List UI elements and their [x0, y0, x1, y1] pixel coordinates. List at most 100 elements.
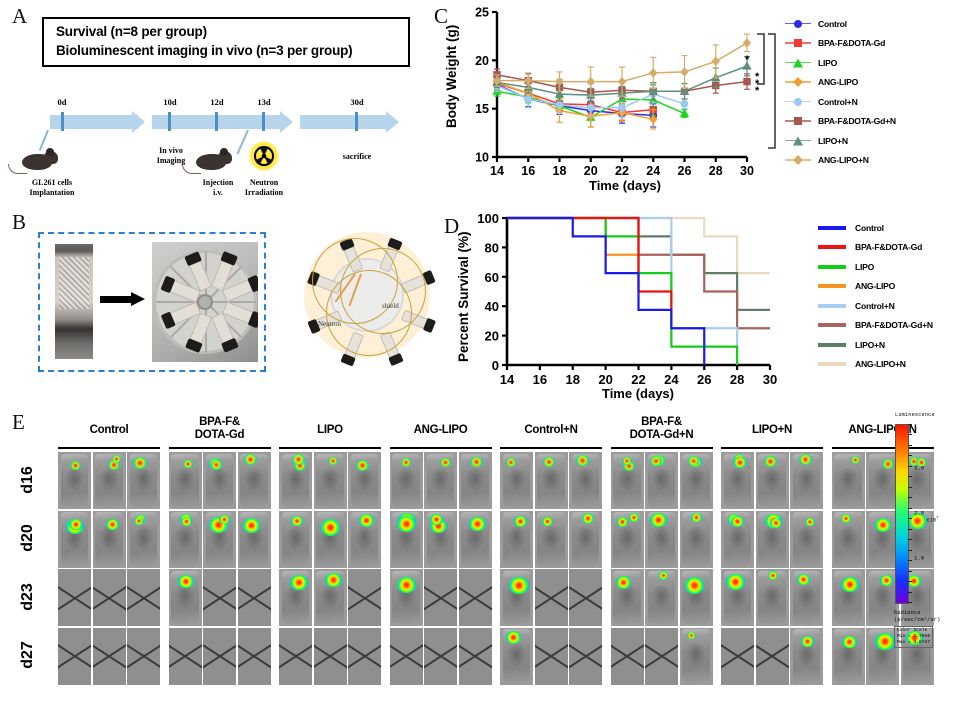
scale-minor-tick	[908, 602, 912, 603]
panel-d-legend-item[interactable]: ANG-LIPO	[818, 277, 933, 297]
panel-c-legend-label: ANG-LIPO	[818, 77, 859, 88]
absent-marker-icon	[279, 627, 312, 685]
luminescence-signal	[70, 460, 81, 470]
panel-d-xtick: 30	[763, 372, 777, 387]
panel-e-header-rule	[500, 447, 602, 449]
bioluminescence-cell	[645, 569, 678, 626]
panel-d-legend-label: ANG-LIPO+N	[855, 359, 906, 370]
timeline-day-0d: 0d	[57, 97, 67, 107]
panel-c-xtick: 28	[709, 164, 723, 178]
bioluminescence-cell	[831, 452, 865, 509]
mouse-image	[647, 570, 676, 625]
panel-c-datapoint	[648, 86, 658, 95]
panel-c-legend-item[interactable]: ANG-LIPO	[785, 73, 896, 93]
scale-title: Luminescence	[895, 412, 935, 418]
mouse-image	[682, 629, 710, 683]
panel-c-legend-label: Control+N	[818, 96, 858, 107]
luminescence-signal	[687, 631, 697, 640]
panel-d-legend-item[interactable]: BPA-F&DOTA-Gd+N	[818, 316, 933, 336]
panel-c-legend-item[interactable]: ANG-LIPO+N	[785, 151, 896, 171]
timeline-segment-2	[152, 115, 284, 129]
panel-d-legend-item[interactable]: Control+N	[818, 296, 933, 316]
bioluminescence-cell	[458, 627, 492, 685]
panel-e-column-header: BPA-F& DOTA-Gd+N	[629, 416, 694, 442]
luminescence-signal	[629, 513, 640, 523]
timeline-segment-1	[50, 115, 138, 129]
bioluminescence-cell	[790, 569, 823, 626]
bioluminescence-cell	[569, 452, 602, 509]
luminescence-signal	[290, 575, 308, 591]
absent-marker-icon	[389, 627, 423, 685]
panel-d-legend-item[interactable]: BPA-F&DOTA-Gd	[818, 238, 933, 258]
panel-c-legend-label: Control	[818, 18, 847, 29]
luminescence-signal	[513, 515, 528, 528]
bioluminescence-cell	[831, 510, 865, 568]
panel-d-legend-item[interactable]: LIPO+N	[818, 335, 933, 355]
scale-minor-tick	[908, 518, 912, 520]
luminescence-signal	[687, 456, 700, 466]
mouse-image	[723, 453, 752, 508]
timeline-segment-3	[300, 115, 390, 129]
panel-c-datapoint	[679, 108, 690, 117]
bioluminescence-cell	[203, 452, 236, 509]
panel-e-image-grid	[0, 402, 955, 685]
luminescence-signal	[767, 571, 778, 580]
panel-d-legend-item[interactable]: ANG-LIPO+N	[818, 355, 933, 375]
panel-c: C Body Weight (g) Time (days) 10 15 20 25 14…	[430, 0, 955, 200]
panel-c-datapoint	[711, 56, 721, 67]
absent-marker-icon	[348, 569, 381, 626]
panel-d-survival-curve	[507, 216, 673, 310]
absent-marker-icon	[92, 627, 126, 685]
timeline-tick-30d	[355, 112, 358, 131]
bioluminescence-cell	[610, 452, 644, 509]
panel-d-legend-item[interactable]: Control	[818, 218, 933, 238]
panel-c-legend-item[interactable]: Control	[785, 14, 896, 34]
scale-minor-tick	[908, 549, 912, 551]
panel-c-legend-item[interactable]: Control+N	[785, 92, 896, 112]
absent-marker-icon	[237, 569, 271, 626]
legend-line-swatch	[818, 284, 846, 289]
bioluminescence-cell	[348, 510, 381, 568]
luminescence-signal	[396, 577, 417, 594]
significance-asterisk: *	[755, 85, 760, 97]
bioluminescence-cell	[500, 627, 533, 685]
panel-c-legend-item[interactable]: BPA-F&DOTA-Gd+N	[785, 112, 896, 132]
bioluminescence-cell	[92, 569, 126, 626]
panel-c-datapoint	[742, 61, 752, 70]
panel-d-legend-item[interactable]: LIPO	[818, 257, 933, 277]
panel-e: E Control BPA-F& DOTA-Gd LIPO ANG-LIPO Contro…	[0, 402, 955, 710]
luminescence-signal	[509, 577, 529, 594]
irradiation-wheel-photo	[152, 242, 258, 362]
bioluminescence-cell	[237, 627, 271, 685]
scale-minor-tick	[908, 434, 912, 436]
luminescence-signal	[763, 455, 777, 467]
bioluminescence-cell	[569, 569, 602, 626]
panel-d-legend-label: Control+N	[855, 300, 895, 311]
absent-marker-icon	[313, 627, 347, 685]
absent-marker-icon	[92, 569, 126, 626]
bioluminescence-cell	[534, 627, 568, 685]
luminescence-signal	[691, 512, 702, 522]
bioluminescence-cell	[424, 452, 457, 509]
panel-c-legend-item[interactable]: BPA-F&DOTA-Gd	[785, 34, 896, 54]
panel-c-legend-item[interactable]: LIPO	[785, 53, 896, 73]
bioluminescence-cell	[721, 569, 754, 626]
luminescence-signal	[105, 518, 119, 530]
panel-a-box-line2: Bioluminescent imaging in vivo (n=3 per …	[56, 43, 353, 58]
panel-c-legend-item[interactable]: LIPO+N	[785, 131, 896, 151]
absent-marker-icon	[203, 569, 236, 626]
bioluminescence-cell	[279, 452, 312, 509]
color-scale-minmax-box: Color Scale Min = 2.70e6 Max = 3.67e7	[894, 626, 934, 648]
radiance-label-line1: Radiance	[894, 610, 921, 616]
absent-marker-icon	[203, 627, 236, 685]
timeline-label-neutron: Neutron Irradiation	[244, 178, 284, 197]
legend-marker-diam	[785, 153, 811, 167]
bioluminescence-cell	[424, 569, 457, 626]
absent-marker-icon	[424, 569, 457, 626]
luminescence-signal	[327, 456, 338, 465]
bioluminescence-cell	[389, 627, 423, 685]
luminescence-signal	[219, 514, 230, 524]
mouse-image	[60, 453, 89, 508]
absent-marker-icon	[127, 569, 160, 626]
